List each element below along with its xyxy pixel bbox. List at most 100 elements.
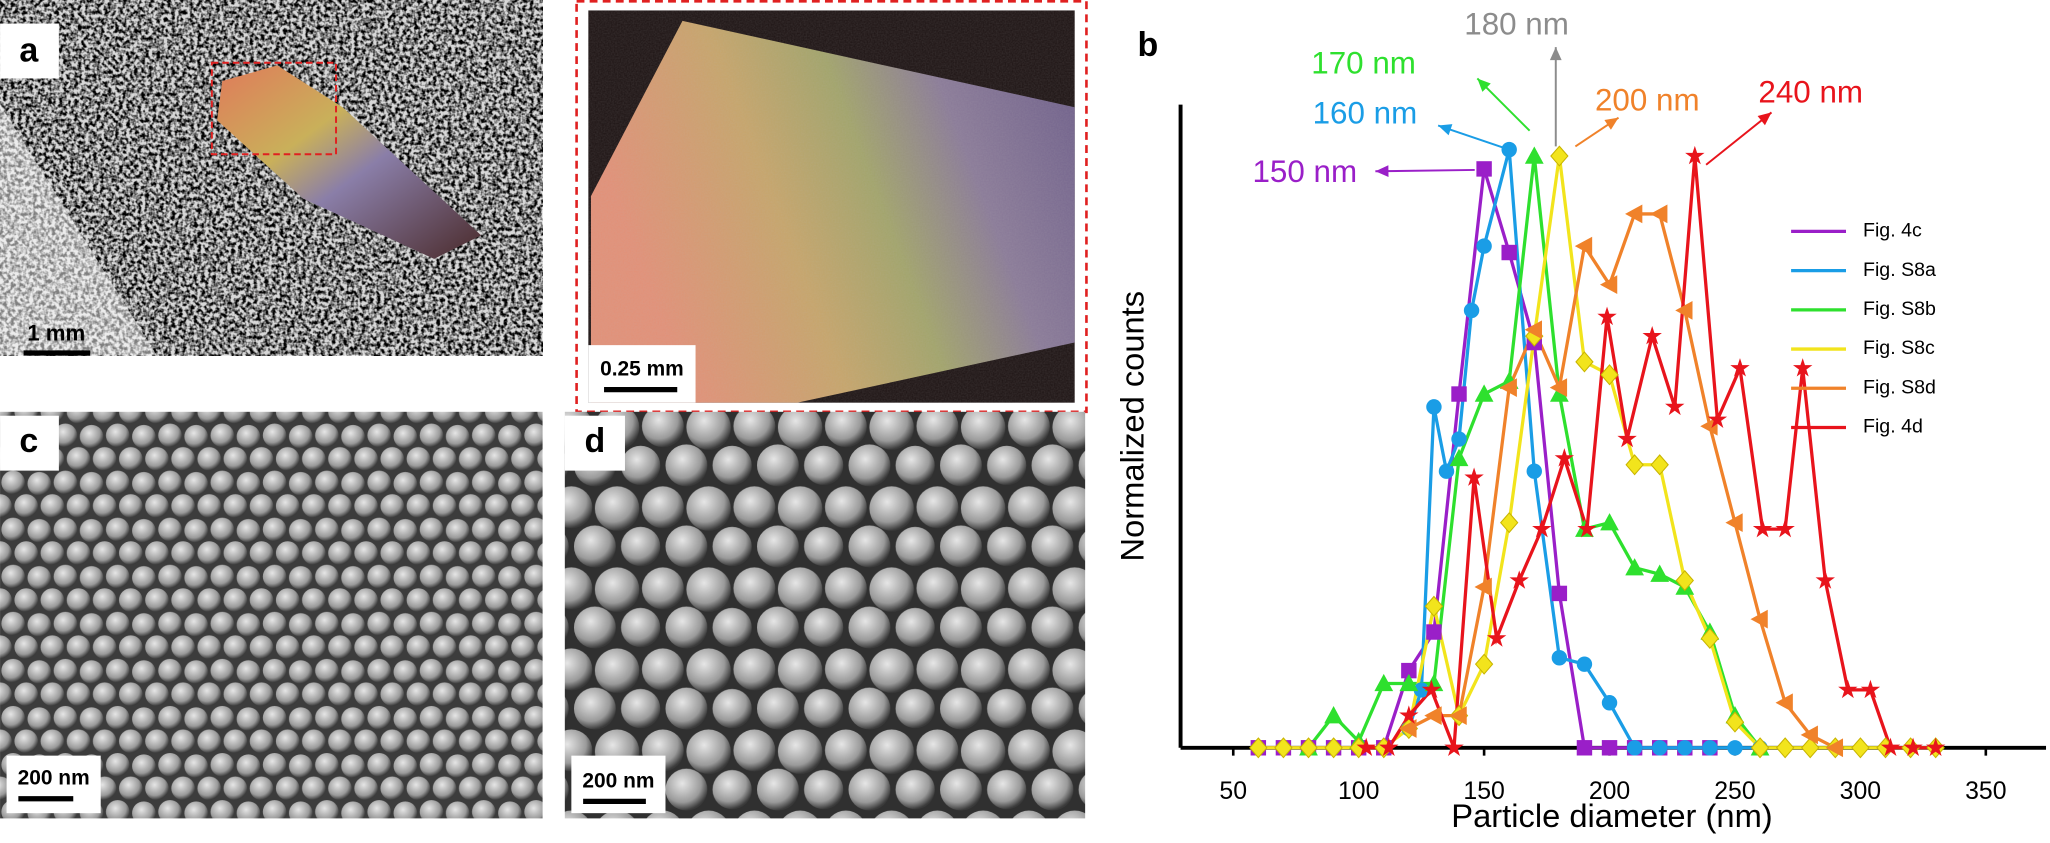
marker	[1249, 737, 1268, 759]
marker	[1750, 609, 1768, 629]
marker	[1665, 396, 1685, 416]
marker	[1707, 409, 1728, 429]
legend-label: Fig. 4c	[1863, 220, 1922, 242]
crystal	[217, 65, 482, 259]
marker	[1374, 673, 1394, 692]
marker	[1379, 737, 1399, 757]
marker	[1444, 737, 1464, 757]
x-tick-label: 100	[1338, 778, 1379, 805]
marker	[1524, 320, 1542, 340]
marker	[1650, 454, 1669, 476]
marker	[1625, 204, 1643, 224]
x-tick-label: 200	[1589, 778, 1630, 805]
zoom-box	[210, 61, 338, 156]
marker	[1675, 301, 1693, 320]
marker	[1880, 737, 1901, 757]
label-box	[0, 23, 59, 79]
arrow-head	[1549, 47, 1562, 61]
marker	[1486, 628, 1507, 647]
marker	[1551, 650, 1568, 666]
marker	[1860, 679, 1881, 699]
marker	[1424, 706, 1442, 726]
marker	[1476, 161, 1492, 177]
marker	[1421, 679, 1442, 699]
marker	[1550, 145, 1569, 167]
marker	[1549, 378, 1568, 397]
marker	[1509, 570, 1529, 589]
arrow-head	[1438, 124, 1453, 136]
annotation-arrow	[1705, 111, 1773, 166]
marker	[1551, 585, 1568, 602]
inset-grain	[588, 10, 1075, 403]
panel-label: d	[585, 422, 606, 460]
label-box	[588, 345, 696, 403]
label-box	[564, 415, 625, 471]
marker	[1800, 725, 1818, 745]
marker	[1675, 569, 1694, 592]
marker	[1626, 740, 1643, 756]
panel-label: b	[1138, 26, 1159, 64]
marker	[1476, 238, 1492, 254]
marker	[1501, 141, 1517, 158]
marker	[1775, 737, 1795, 759]
marker	[1426, 399, 1442, 415]
x-axis-label: Particle diameter (nm)	[1451, 797, 1772, 834]
marker	[1474, 577, 1492, 597]
marker	[1451, 386, 1467, 402]
annotation: 240 nm	[1758, 74, 1863, 109]
x-tick-label: 250	[1714, 778, 1755, 805]
legend-label: Fig. S8c	[1863, 337, 1935, 359]
panel-label: a	[19, 31, 39, 69]
marker	[1424, 595, 1444, 617]
x-tick-label: 350	[1965, 778, 2006, 805]
marker	[1599, 275, 1618, 295]
scale-bar-label: 0.25 mm	[600, 358, 684, 381]
marker	[1677, 740, 1693, 756]
marker	[1463, 302, 1480, 319]
y-axis-label: Normalized counts	[1113, 291, 1150, 562]
panel-d: d 200 nm	[564, 411, 1086, 819]
arrow-head	[1604, 117, 1619, 130]
marker	[1625, 454, 1644, 476]
marker	[1775, 518, 1795, 538]
label-box	[6, 755, 101, 814]
annotation: 160 nm	[1313, 95, 1418, 130]
annotation-arrow	[1375, 168, 1475, 173]
marker	[1577, 518, 1597, 538]
sem-image	[564, 411, 1086, 819]
inset-frame	[575, 0, 1088, 414]
arrow-head	[1375, 165, 1389, 177]
photo-edge	[0, 104, 157, 356]
marker	[1356, 737, 1376, 757]
annotation: 200 nm	[1595, 82, 1700, 117]
marker	[1532, 518, 1552, 538]
panel-a-inset: 0.25 mm	[575, 0, 1088, 414]
scale-bar-label: 200 nm	[582, 769, 654, 792]
panel-a: a 1 mm	[0, 0, 543, 356]
legend-label: Fig. S8d	[1863, 376, 1936, 398]
marker	[1792, 358, 1813, 377]
marker	[1500, 512, 1519, 534]
marker	[1576, 656, 1593, 672]
marker	[1524, 146, 1544, 164]
marker	[1576, 740, 1593, 756]
marker	[1474, 653, 1494, 675]
marker	[1903, 737, 1923, 757]
marker	[1600, 513, 1619, 531]
marker	[1526, 463, 1542, 479]
marker	[1399, 673, 1419, 692]
marker	[1625, 558, 1644, 576]
marker	[1730, 358, 1750, 377]
marker	[1642, 325, 1662, 345]
marker	[1449, 448, 1469, 467]
series-line	[1258, 155, 1936, 750]
marker	[1597, 306, 1617, 326]
marker	[1575, 351, 1594, 373]
marker	[1451, 431, 1467, 447]
panel-label: c	[19, 422, 38, 460]
marker	[1324, 706, 1343, 724]
marker	[1554, 448, 1575, 467]
marker	[1501, 244, 1517, 261]
marker	[1574, 236, 1593, 256]
